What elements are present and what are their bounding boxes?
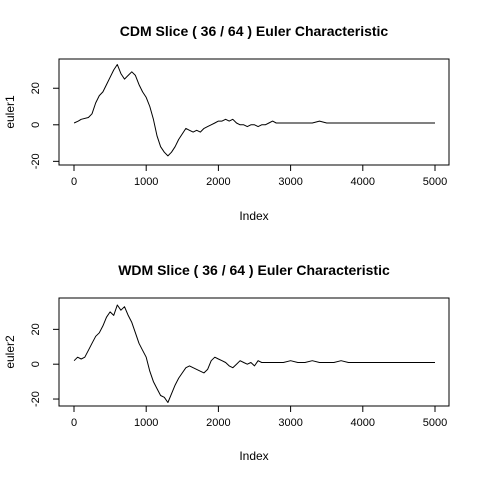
series-line bbox=[73, 64, 435, 157]
series bbox=[73, 304, 435, 403]
x-axis-label: Index bbox=[239, 209, 268, 223]
y-tick-label: 20 bbox=[30, 323, 42, 335]
x-axis-label: Index bbox=[239, 449, 268, 463]
y-axis-label: euler1 bbox=[3, 95, 17, 129]
chart-title: WDM Slice ( 36 / 64 ) Euler Characterist… bbox=[118, 262, 390, 278]
chart-wdm: WDM Slice ( 36 / 64 ) Euler Characterist… bbox=[3, 262, 450, 463]
x-tick-label: 3000 bbox=[278, 176, 302, 188]
chart-title: CDM Slice ( 36 / 64 ) Euler Characterist… bbox=[120, 23, 389, 39]
x-tick-label: 1000 bbox=[134, 417, 158, 429]
x-tick-label: 2000 bbox=[206, 417, 230, 429]
plot-frame bbox=[58, 297, 450, 407]
series bbox=[73, 64, 435, 157]
x-tick-label: 0 bbox=[71, 176, 77, 188]
y-tick-label: -20 bbox=[30, 153, 42, 169]
y-tick-label: 0 bbox=[30, 122, 42, 128]
x-tick-label: 2000 bbox=[206, 176, 230, 188]
chart-cdm: CDM Slice ( 36 / 64 ) Euler Characterist… bbox=[3, 23, 450, 223]
x-tick-label: 4000 bbox=[351, 417, 375, 429]
y-tick-label: 0 bbox=[30, 361, 42, 367]
y-axis-label: euler2 bbox=[3, 335, 17, 369]
x-tick-label: 5000 bbox=[423, 417, 447, 429]
x-tick-label: 0 bbox=[71, 417, 77, 429]
y-tick-label: -20 bbox=[30, 391, 42, 407]
series-line bbox=[73, 304, 435, 403]
y-axis: -20 0 20 bbox=[30, 82, 59, 169]
x-axis: 0 1000 2000 3000 4000 5000 bbox=[71, 406, 447, 429]
x-axis: 0 1000 2000 3000 4000 5000 bbox=[71, 165, 447, 188]
y-axis: -20 0 20 bbox=[30, 323, 59, 407]
x-tick-label: 1000 bbox=[134, 176, 158, 188]
x-tick-label: 5000 bbox=[423, 176, 447, 188]
plot-frame bbox=[58, 58, 450, 166]
x-tick-label: 3000 bbox=[278, 417, 302, 429]
y-tick-label: 20 bbox=[30, 82, 42, 94]
x-tick-label: 4000 bbox=[351, 176, 375, 188]
